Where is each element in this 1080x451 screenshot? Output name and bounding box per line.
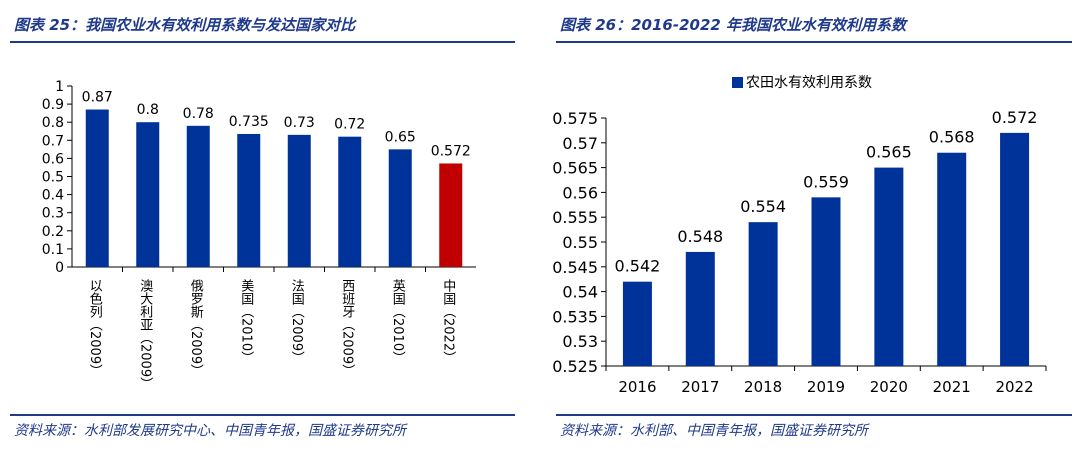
- bar-5: [287, 134, 311, 267]
- x-tick-label: 西班牙（2009）: [339, 279, 355, 377]
- x-tick-label: 美国（2010）: [238, 279, 254, 364]
- bar-2016: [622, 281, 652, 366]
- bar-2017: [685, 251, 715, 366]
- data-label: 0.572: [992, 108, 1038, 127]
- figure-25-top-rule: [10, 41, 515, 43]
- data-label: 0.565: [866, 143, 912, 162]
- y-tick-label: 0.4: [42, 188, 64, 204]
- x-tick-label: 澳大利亚（2009）: [137, 278, 153, 390]
- x-tick-label: 英国（2010）: [390, 279, 406, 364]
- data-label: 0.735: [229, 114, 269, 130]
- y-tick-label: 1: [55, 79, 64, 95]
- y-tick-label: 0.56: [562, 183, 598, 202]
- chart-right: 农田水有效利用系数 0.525 0.53 0.535 0.54 0.545 0.55 0.55…: [552, 75, 1047, 396]
- x-tick-label: 以色列（2009）: [87, 279, 103, 377]
- x-tick-label: 2018: [744, 378, 782, 396]
- y-tick-label: 0.525: [552, 357, 598, 376]
- y-tick-label: 0.55: [562, 233, 598, 252]
- figure-26-source: 资料来源：水利部、中国青年报，国盛证券研究所: [560, 423, 868, 439]
- y-tick-label: 0.565: [552, 159, 598, 178]
- y-tick-label: 0.535: [552, 307, 598, 326]
- y-tick-label: 0.6: [42, 151, 64, 167]
- data-label: 0.568: [929, 128, 975, 147]
- x-tick-label: 俄罗斯（2009）: [188, 279, 204, 377]
- data-label: 0.73: [284, 115, 315, 131]
- x-tick-label: 法国（2009）: [289, 279, 305, 364]
- bar-1: [85, 109, 109, 267]
- figure-26-top-rule: [556, 41, 1072, 43]
- y-tick-label: 0.9: [42, 97, 64, 113]
- y-tick-label: 0.57: [562, 134, 598, 153]
- data-label: 0.72: [334, 117, 365, 133]
- y-tick-label: 0.2: [42, 224, 64, 240]
- x-tick-label: 中国（2022）: [440, 279, 456, 364]
- chart-left: 0 0.1 0.2 0.3 0.4 0.5 0.6 0.7 0.8 0.9 1 0.87 以色列（200…: [42, 79, 476, 390]
- data-label: 0.65: [385, 129, 416, 145]
- data-label: 0.78: [183, 106, 214, 122]
- bar-3: [186, 125, 210, 267]
- y-tick-label: 0.54: [562, 283, 598, 302]
- data-label: 0.559: [803, 172, 849, 191]
- data-label: 0.554: [740, 197, 786, 216]
- x-tick-label: 2019: [807, 378, 845, 396]
- data-label: 0.548: [677, 227, 723, 246]
- bar-2022: [1000, 132, 1030, 366]
- legend-swatch: [732, 77, 743, 88]
- bar-7: [388, 149, 412, 267]
- figure-26: 图表 26：2016-2022 年我国农业水有效利用系数 农田水有效利用系数 0.…: [546, 0, 1080, 451]
- data-label: 0.87: [82, 90, 113, 106]
- figure-25-bottom-rule: [10, 414, 515, 416]
- bar-6: [338, 136, 362, 267]
- figure-25: 图表 25：我国农业水有效利用系数与发达国家对比 0 0.1 0.2 0.3 0.4 0.…: [0, 0, 520, 451]
- data-label: 0.572: [431, 143, 471, 159]
- bar-2021: [937, 152, 967, 366]
- data-label: 0.542: [615, 257, 661, 276]
- bar-2: [136, 122, 160, 267]
- y-tick-label: 0.1: [42, 242, 64, 258]
- x-tick-label: 2020: [870, 378, 908, 396]
- legend-label: 农田水有效利用系数: [746, 75, 872, 91]
- figure-26-title: 图表 26：2016-2022 年我国农业水有效利用系数: [560, 16, 907, 34]
- bar-4: [237, 133, 261, 267]
- y-tick-label: 0.545: [552, 258, 598, 277]
- y-tick-label: 0.575: [552, 109, 598, 128]
- y-tick-label: 0.555: [552, 208, 598, 227]
- figure-25-title: 图表 25：我国农业水有效利用系数与发达国家对比: [14, 16, 356, 34]
- y-tick-label: 0.5: [42, 170, 64, 186]
- y-tick-label: 0.3: [42, 206, 64, 222]
- x-tick-label: 2016: [618, 378, 656, 396]
- y-tick-label: 0.53: [562, 332, 598, 351]
- figure-25-source: 资料来源：水利部发展研究中心、中国青年报，国盛证券研究所: [14, 423, 406, 439]
- x-tick-label: 2021: [933, 378, 971, 396]
- x-tick-label: 2022: [995, 378, 1033, 396]
- bar-2019: [811, 197, 841, 366]
- figure-26-bottom-rule: [556, 414, 1072, 416]
- x-tick-label: 2017: [681, 378, 719, 396]
- y-tick-label: 0: [55, 260, 64, 276]
- bar-8: [439, 163, 463, 267]
- y-tick-label: 0.7: [42, 133, 64, 149]
- y-tick-label: 0.8: [42, 115, 64, 131]
- bar-2018: [748, 222, 778, 366]
- bar-2020: [874, 167, 904, 366]
- data-label: 0.8: [137, 102, 159, 118]
